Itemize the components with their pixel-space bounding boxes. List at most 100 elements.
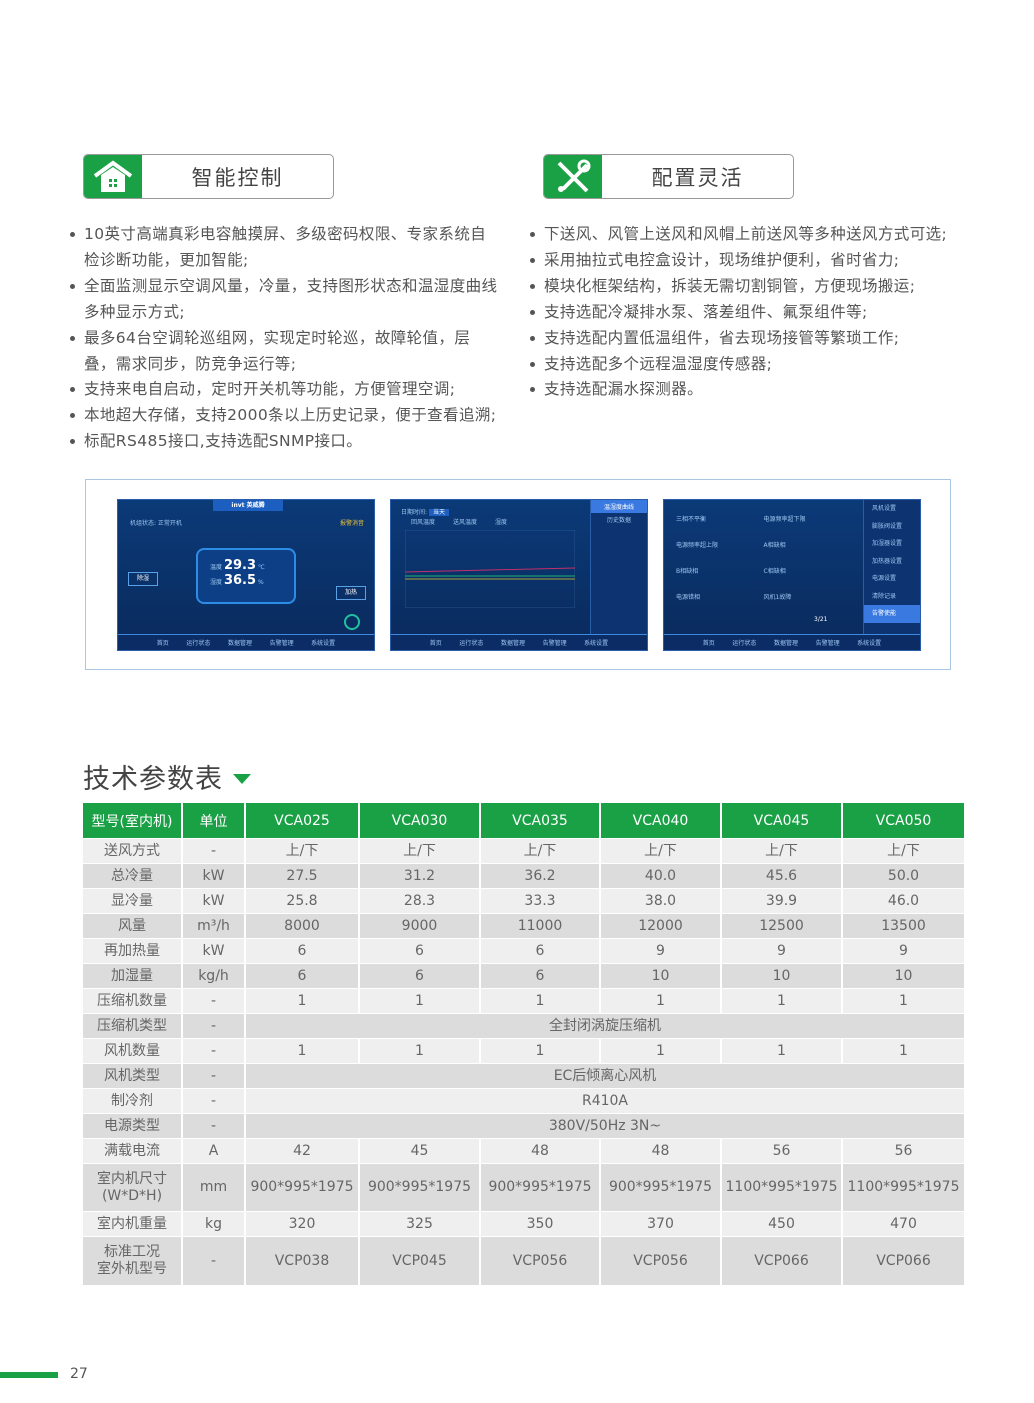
unit-cell: - xyxy=(183,1039,244,1063)
value-cell: 上/下 xyxy=(601,839,720,863)
value-cell: 1 xyxy=(246,1039,358,1063)
feature-title: 配置灵活 xyxy=(651,165,744,190)
temp-hum-panel: 温度 29.3 ℃ 湿度 36.5 % xyxy=(196,548,296,604)
value-cell: 42 xyxy=(246,1139,358,1163)
feature-title: 智能控制 xyxy=(191,165,284,190)
value-cell: 10 xyxy=(722,964,841,988)
unit-cell: - xyxy=(183,989,244,1013)
legend-item: 回风温度 xyxy=(411,519,436,526)
nav-item: 告警管理 xyxy=(815,640,840,647)
list-item: 支持来电自启动，定时开关机等功能，方便管理空调; xyxy=(70,377,498,403)
curve-screen: 日期时间: 当天 回风温度 送风温度 湿度 温湿度曲线 历史数据 首页 运行状态 数据管理… xyxy=(390,499,648,651)
value-cell: 1100*995*1975 xyxy=(722,1164,841,1211)
unit-cell: - xyxy=(183,1237,244,1285)
table-header: 型号(室内机) 单位 VCA025 VCA030 VCA035 VCA040 VCA045 V… xyxy=(83,803,964,838)
value-cell: 6 xyxy=(481,939,599,963)
value-cell: 1100*995*1975 xyxy=(843,1164,964,1211)
table-row: 显冷量 kW 25.8 28.3 33.3 38.0 39.9 46.0 xyxy=(83,889,964,913)
table-row: 标准工况 室外机型号 - VCP038 VCP045 VCP056 VCP056 VCP06… xyxy=(83,1237,964,1285)
today-button: 当天 xyxy=(428,509,449,516)
value-cell: 350 xyxy=(481,1212,599,1236)
menu-item: 膨胀阀设置 xyxy=(872,522,903,530)
value-cell: 12500 xyxy=(722,914,841,938)
setting-item: 电源频率超下限 xyxy=(763,516,806,523)
row-label: 加湿量 xyxy=(83,964,181,988)
temp-label: 温度 xyxy=(210,564,223,571)
tools-icon xyxy=(544,155,602,198)
value-cell: R410A xyxy=(246,1089,964,1113)
legend-item: 送风温度 xyxy=(453,519,478,526)
table-row: 风机数量 -1 1 1 1 1 1 xyxy=(83,1039,964,1063)
nav-item: 运行状态 xyxy=(459,640,484,647)
menu-item: 加湿器设置 xyxy=(872,540,903,547)
menu-item: 加热器设置 xyxy=(872,557,903,565)
value-cell: 39.9 xyxy=(722,889,841,913)
legend-item: 湿度 xyxy=(495,519,508,526)
row-label: 满载电流 xyxy=(83,1139,181,1163)
value-cell: 上/下 xyxy=(360,839,479,863)
value-cell: 8000 xyxy=(246,914,358,938)
value-cell: 6 xyxy=(481,964,599,988)
menu-history: 历史数据 xyxy=(606,517,631,524)
value-cell: VCP066 xyxy=(722,1237,841,1285)
value-cell: 38.0 xyxy=(601,889,720,913)
nav-item: 运行状态 xyxy=(186,640,211,647)
dehumidify-button: 除湿 xyxy=(128,572,158,586)
unit-cell: - xyxy=(183,1114,244,1138)
row-label: 再加热量 xyxy=(83,939,181,963)
list-item: 支持选配内置低温组件，省去现场接管等繁琐工作; xyxy=(530,326,960,352)
value-cell: 6 xyxy=(246,939,358,963)
nav-item: 系统设置 xyxy=(311,640,336,647)
page-indicator: 3/21 xyxy=(814,616,828,623)
row-label: 总冷量 xyxy=(83,864,181,888)
row-label: 风机数量 xyxy=(83,1039,181,1063)
row-label: 压缩机类型 xyxy=(83,1014,181,1038)
value-cell: 325 xyxy=(360,1212,479,1236)
row-label: 室内机重量 xyxy=(83,1212,181,1236)
value-cell: 13500 xyxy=(843,914,964,938)
feature-header-smart-control: 智能控制 xyxy=(83,154,334,199)
column-header: 单位 xyxy=(183,803,244,838)
value-cell: 900*995*1975 xyxy=(360,1164,479,1211)
setting-item: 风机1故障 xyxy=(763,594,792,601)
nav-item: 系统设置 xyxy=(584,640,609,647)
value-cell: 27.5 xyxy=(246,864,358,888)
column-header: VCA025 xyxy=(246,803,358,838)
value-cell: 48 xyxy=(481,1139,599,1163)
alarm-mute: 报警消音 xyxy=(339,520,364,527)
row-label: 压缩机数量 xyxy=(83,989,181,1013)
setting-item: 电源错相 xyxy=(676,594,701,601)
value-cell: 9000 xyxy=(360,914,479,938)
value-cell: 900*995*1975 xyxy=(246,1164,358,1211)
nav-item: 告警管理 xyxy=(269,640,294,647)
column-header: VCA035 xyxy=(481,803,599,838)
unit-cell: kg xyxy=(183,1212,244,1236)
value-cell: 1 xyxy=(481,989,599,1013)
unit-cell: - xyxy=(183,839,244,863)
value-cell: 1 xyxy=(246,989,358,1013)
curve-plot xyxy=(405,530,575,608)
list-item: 采用抽拉式电控盒设计，现场维护便利，省时省力; xyxy=(530,248,960,274)
value-cell: VCP038 xyxy=(246,1237,358,1285)
value-cell: 1 xyxy=(843,989,964,1013)
value-cell: 1 xyxy=(722,1039,841,1063)
list-item: 本地超大存储，支持2000条以上历史记录，便于查看追溯; xyxy=(70,403,498,429)
value-cell: VCP056 xyxy=(481,1237,599,1285)
value-cell: 9 xyxy=(601,939,720,963)
list-item: 下送风、风管上送风和风帽上前送风等多种送风方式可选; xyxy=(530,222,960,248)
unit-cell: m³/h xyxy=(183,914,244,938)
value-cell: 470 xyxy=(843,1212,964,1236)
value-cell: 1 xyxy=(722,989,841,1013)
value-cell: 33.3 xyxy=(481,889,599,913)
value-cell: 900*995*1975 xyxy=(481,1164,599,1211)
section-title: 技术参数表 xyxy=(83,764,223,795)
value-cell: VCP056 xyxy=(601,1237,720,1285)
list-item: 全面监测显示空调风量，冷量，支持图形状态和温湿度曲线多种显示方式; xyxy=(70,274,498,326)
table-row: 压缩机类型 - 全封闭涡旋压缩机 xyxy=(83,1014,964,1038)
humidity-value: 36.5 xyxy=(223,573,257,588)
value-cell: 9 xyxy=(843,939,964,963)
value-cell: 46.0 xyxy=(843,889,964,913)
list-item: 标配RS485接口,支持选配SNMP接口。 xyxy=(70,429,498,455)
menu-item: 风机设置 xyxy=(872,505,897,512)
nav-item: 运行状态 xyxy=(732,640,757,647)
